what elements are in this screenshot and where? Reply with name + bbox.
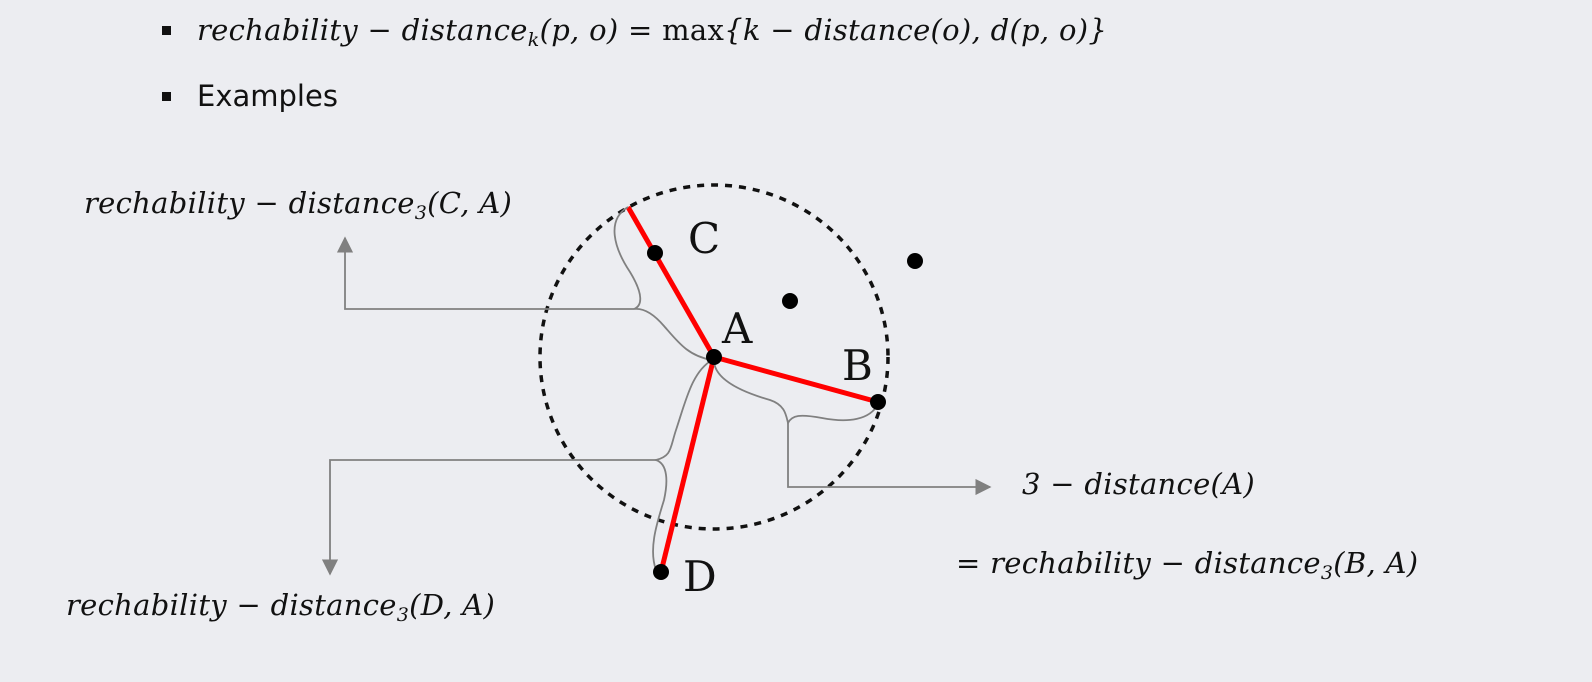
point-a: [706, 349, 722, 365]
point-label-b: B: [842, 341, 873, 390]
reach-dist-b-prefix: = rechability − distance: [956, 546, 1321, 580]
formula-max: max: [662, 13, 725, 47]
connector-k-distance: [787, 423, 992, 496]
reach-dist-c-args: (C, A): [427, 186, 513, 220]
formula-bullet: rechability − distancek(p, o) = max{k − …: [162, 10, 1107, 50]
point-other-inside: [782, 293, 798, 309]
brace-c-a: [613, 206, 713, 361]
point-b: [870, 394, 886, 410]
formula-lhs-sub: k: [527, 29, 540, 51]
reach-dist-d-a-label: rechability − distance3(D, A): [66, 588, 496, 625]
reach-dist-c-a-label: rechability − distance3(C, A): [84, 186, 513, 223]
examples-bullet: Examples: [162, 76, 338, 116]
point-d: [653, 564, 669, 580]
formula-rhs: {k − distance(o), d(p, o)}: [724, 13, 1108, 47]
reachability-formula: rechability − distancek(p, o) = max{k − …: [197, 13, 1108, 50]
reach-dist-c-name: rechability − distance: [84, 186, 415, 220]
point-label-d: D: [683, 552, 717, 601]
brace-d-a: [652, 359, 713, 571]
point-other-outside: [907, 253, 923, 269]
point-label-c: C: [688, 214, 720, 263]
bullet-square-icon: [162, 91, 171, 101]
reach-dist-c-sub: 3: [414, 202, 428, 224]
segment-a-c: [625, 205, 717, 359]
formula-lhs-name: rechability − distance: [197, 13, 528, 47]
k-distance-circle: [538, 183, 890, 531]
bullet-square-icon: [162, 25, 171, 35]
connector-c-label: [336, 236, 634, 310]
k-distance-a-label: 3 − distance(A): [1022, 467, 1256, 501]
reach-dist-d-sub: 3: [396, 604, 410, 626]
reach-dist-d-args: (D, A): [409, 588, 496, 622]
formula-lhs-args: (p, o) =: [539, 13, 663, 47]
reach-dist-b-a-label: = rechability − distance3(B, A): [956, 546, 1419, 583]
reach-dist-b-sub: 3: [1320, 562, 1334, 584]
segment-a-d: [658, 356, 717, 573]
point-label-a: A: [721, 304, 753, 353]
point-c: [647, 245, 663, 261]
segment-a-b: [713, 354, 879, 405]
reach-dist-b-args: (B, A): [1333, 546, 1419, 580]
examples-label: Examples: [197, 79, 338, 113]
reach-dist-d-name: rechability − distance: [66, 588, 397, 622]
connector-d-label: [321, 459, 656, 576]
